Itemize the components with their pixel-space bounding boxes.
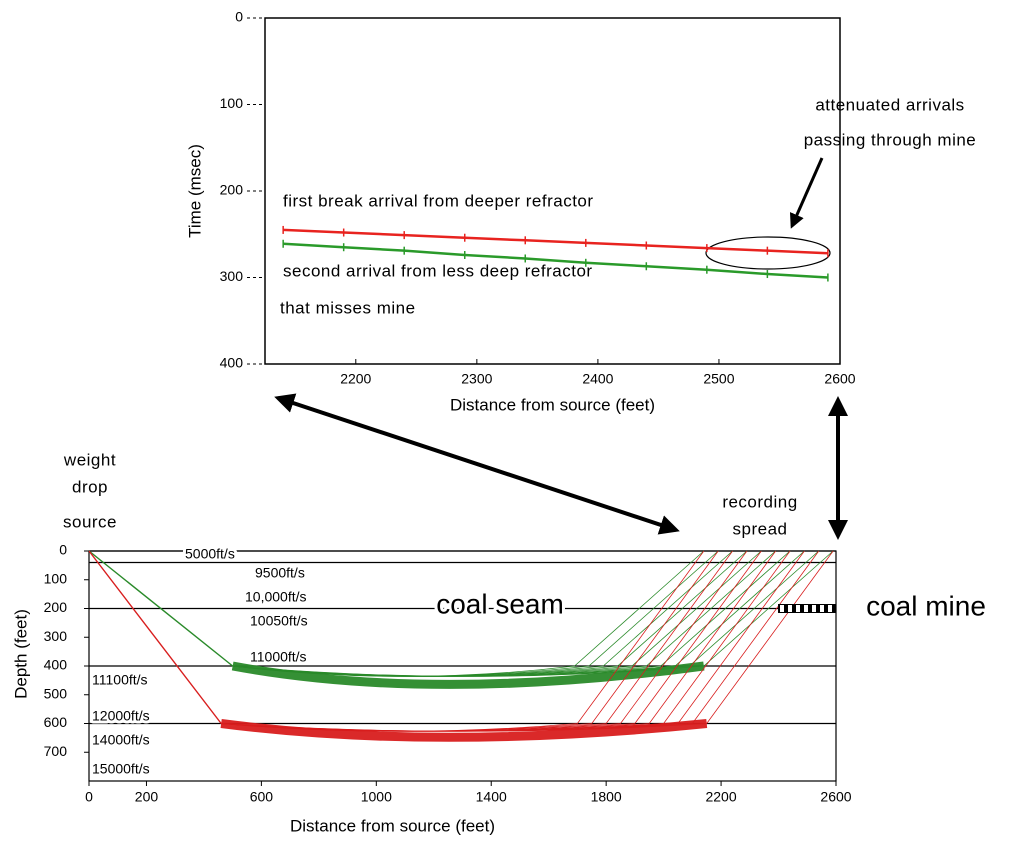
annotation: first break arrival from deeper refracto… xyxy=(283,191,594,210)
velocity-label: 10050ft/s xyxy=(250,613,308,629)
x-tick-label: 2600 xyxy=(824,371,855,387)
refracted-band xyxy=(231,661,705,689)
x-tick-label: 1800 xyxy=(591,789,622,805)
x-tick-label: 2500 xyxy=(703,371,734,387)
y-axis-title: Depth (feet) xyxy=(11,609,30,699)
y-tick-label: 300 xyxy=(220,268,244,284)
ray xyxy=(221,550,834,732)
velocity-label: 9500ft/s xyxy=(255,565,305,581)
x-tick-label: 2200 xyxy=(340,371,371,387)
annotation: coal mine xyxy=(866,590,986,621)
x-tick-label: 1400 xyxy=(476,789,507,805)
y-tick-label: 700 xyxy=(44,743,68,759)
x-tick-label: 1000 xyxy=(361,789,392,805)
x-tick-label: 2200 xyxy=(705,789,736,805)
refracted-band xyxy=(220,719,708,742)
x-tick-label: 0 xyxy=(85,789,93,805)
ray xyxy=(221,550,820,732)
annotation: passing through mine xyxy=(804,130,977,149)
annotation: spread xyxy=(733,519,788,538)
annotation: that misses mine xyxy=(280,298,416,317)
pointer-arrow xyxy=(789,157,824,229)
ray xyxy=(232,550,834,677)
annotation: weight xyxy=(63,450,116,469)
velocity-label: 11100ft/s xyxy=(92,672,148,688)
velocity-label: 10,000ft/s xyxy=(245,589,307,605)
velocity-label: 11000ft/s xyxy=(250,649,307,665)
annotation: source xyxy=(63,512,117,531)
coal-mine xyxy=(778,604,837,613)
annotation: second arrival from less deep refractor xyxy=(283,261,593,280)
y-tick-label: 100 xyxy=(44,570,68,586)
annotation: coal seam xyxy=(436,588,564,619)
x-tick-label: 2400 xyxy=(582,371,613,387)
velocity-label: 15000ft/s xyxy=(92,761,150,777)
y-tick-label: 0 xyxy=(59,542,67,558)
x-axis-title: Distance from source (feet) xyxy=(290,816,495,835)
velocity-label: 12000ft/s xyxy=(92,708,150,724)
annotation: recording xyxy=(722,492,797,511)
series-line xyxy=(283,242,828,279)
x-tick-label: 600 xyxy=(250,789,274,805)
depth-section: 0 100 200 300 400 500 600 700 0 200 600 1000 1400 180… xyxy=(11,450,988,835)
x-tick-label: 200 xyxy=(135,789,159,805)
y-axis-title: Time (msec) xyxy=(185,144,204,238)
y-tick-label: 100 xyxy=(220,95,244,111)
velocity-label: 5000ft/s xyxy=(185,546,235,562)
y-tick-label: 400 xyxy=(220,355,244,371)
ray-down xyxy=(88,550,222,724)
x-tick-label: 2600 xyxy=(820,789,851,805)
x-axis-title: Distance from source (feet) xyxy=(450,395,655,414)
y-tick-label: 600 xyxy=(44,714,68,730)
highlight-ellipse xyxy=(705,236,831,270)
x-tick-label: 2300 xyxy=(461,371,492,387)
annotation: attenuated arrivals xyxy=(815,95,964,114)
ray xyxy=(221,550,791,732)
velocity-label: 14000ft/s xyxy=(92,732,150,748)
y-tick-label: 0 xyxy=(235,9,243,25)
y-tick-label: 500 xyxy=(44,685,68,701)
series-line xyxy=(283,228,828,255)
plot-frame xyxy=(264,17,841,365)
y-tick-label: 200 xyxy=(220,182,244,198)
ray-down xyxy=(88,550,234,667)
link-arrow xyxy=(274,393,680,535)
time-plot: 0 100 200 300 400 2200 2300 2400 2500 2600 Distanc… xyxy=(185,9,977,415)
annotation: drop xyxy=(72,477,108,496)
y-tick-label: 200 xyxy=(44,599,68,615)
y-tick-label: 400 xyxy=(44,657,68,673)
y-tick-label: 300 xyxy=(44,628,68,644)
